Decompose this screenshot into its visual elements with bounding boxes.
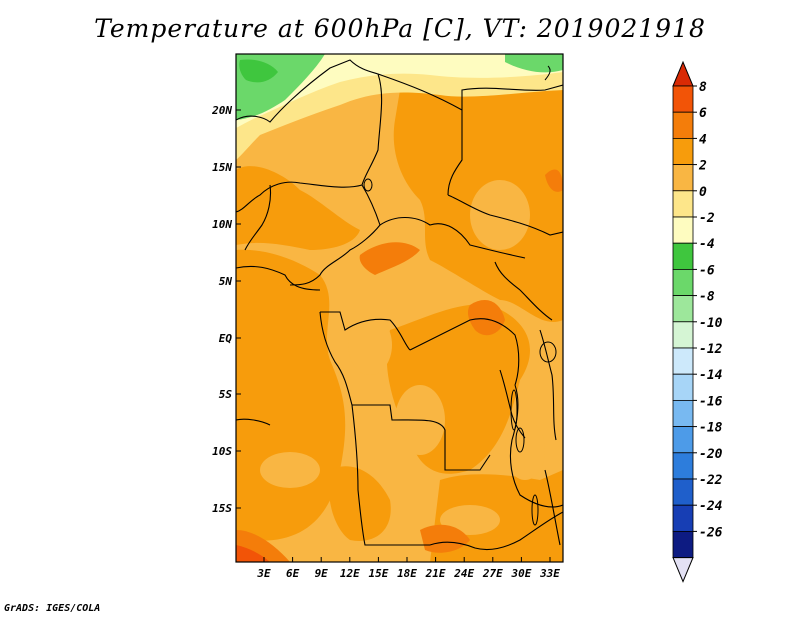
colorbar-label: 6 [699, 106, 707, 121]
colorbar-band [672, 321, 694, 349]
lon-label: 6E [286, 567, 300, 580]
colorbar-label: -16 [699, 394, 723, 409]
map-title: Temperature at 600hPa [C], VT: 201902191… [94, 14, 706, 43]
colorbar-band [672, 216, 694, 244]
lon-label: 27E [482, 567, 503, 580]
temperature-band-minus8-to-minus6 [239, 59, 278, 83]
lat-label: 20N [211, 104, 232, 117]
lon-label: 24E [453, 567, 474, 580]
colorbar-band [672, 295, 694, 323]
lat-label: 10N [212, 218, 232, 231]
colorbar-band [672, 399, 694, 427]
colorbar-label: -4 [699, 237, 715, 252]
colorbar-band [672, 478, 694, 506]
colorbar-label: 8 [699, 80, 707, 95]
lon-label: 18E [397, 567, 417, 580]
colorbar-label: -14 [699, 368, 723, 383]
grads-credit: GrADS: IGES/COLA [4, 603, 101, 614]
colorbar: 8 6 4 2 0 -2 -4 -6 -8 -10 -12 -14 -16 -18 -20 -22 -24 -26 [672, 60, 723, 583]
lat-label: 5S [219, 388, 233, 401]
colorbar-band [672, 347, 694, 375]
lakes [363, 65, 557, 526]
temperature-band-6-to-8 [236, 545, 270, 562]
plot-frame [235, 53, 564, 563]
lat-label: EQ [219, 332, 233, 345]
colorbar-label: -26 [699, 525, 723, 540]
lon-label: 33E [539, 567, 560, 580]
colorbar-label: -10 [699, 316, 723, 331]
lat-label: 15S [212, 502, 232, 515]
colorbar-label: -20 [699, 447, 723, 462]
map-plot-area [236, 54, 563, 562]
colorbar-label: -18 [699, 421, 723, 436]
political-borders [236, 59, 563, 551]
colorbar-band [672, 373, 694, 401]
colorbar-band [672, 190, 694, 218]
colorbar-band [672, 242, 694, 270]
latitude-axis: 20N 15N 10N 5N EQ 5S 10S 15S [211, 104, 241, 515]
colorbar-band [672, 426, 694, 454]
colorbar-band [672, 164, 694, 192]
colorbar-label: 4 [699, 132, 707, 147]
colorbar-band [672, 137, 694, 165]
colorbar-label: -2 [699, 211, 715, 226]
lon-label: 30E [510, 567, 531, 580]
colorbar-label: 0 [699, 185, 707, 200]
colorbar-label: -6 [699, 263, 715, 278]
colorbar-band [672, 504, 694, 532]
colorbar-bottom-arrow [672, 557, 694, 583]
lon-label: 12E [340, 567, 360, 580]
lat-label: 5N [219, 275, 233, 288]
lat-label: 10S [212, 445, 232, 458]
colorbar-label: -22 [699, 473, 723, 488]
lon-label: 15E [368, 567, 388, 580]
lon-label: 3E [256, 567, 271, 580]
colorbar-band [672, 85, 694, 113]
colorbar-band [672, 268, 694, 296]
colorbar-band [672, 111, 694, 139]
colorbar-label: -8 [699, 290, 715, 305]
longitude-axis: 3E 6E 9E 12E 15E 18E 21E 24E 27E 30E 33E [256, 557, 560, 580]
colorbar-top-arrow [672, 60, 694, 87]
colorbar-label: -12 [699, 342, 723, 357]
lat-label: 15N [212, 161, 232, 174]
colorbar-band [672, 531, 694, 559]
colorbar-label: 2 [698, 159, 707, 174]
lon-label: 21E [425, 567, 446, 580]
colorbar-band [672, 452, 694, 480]
lon-label: 9E [315, 567, 329, 580]
temperature-band-0-to-2 [260, 180, 545, 535]
temperature-band-minus4-to-minus2 [236, 54, 563, 128]
colorbar-label: -24 [699, 499, 723, 514]
